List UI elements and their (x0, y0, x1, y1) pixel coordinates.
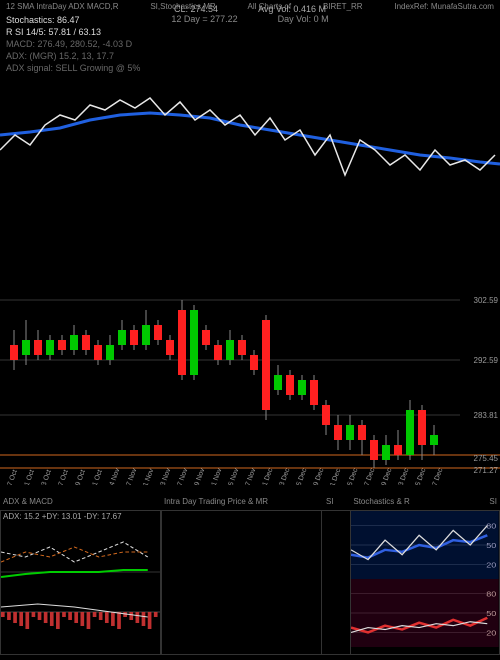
svg-text:23 Dec: 23 Dec (396, 467, 410, 485)
rsi-subchart: 80 50 20 (351, 579, 499, 647)
adx-macd-panel: ADX & MACD ADX: 15.2 +DY: 13.01 -DY: 17.… (0, 510, 161, 655)
stoch-panel-title: Stochastics & R (353, 497, 409, 506)
svg-text:23 Oct: 23 Oct (39, 469, 53, 485)
svg-text:09 Dec: 09 Dec (311, 467, 325, 485)
svg-text:271.27: 271.27 (474, 466, 499, 475)
adx-signal: ADX signal: SELL Growing @ 5% (6, 62, 140, 74)
svg-text:21 Nov: 21 Nov (209, 467, 223, 485)
svg-text:07 Nov: 07 Nov (124, 467, 138, 485)
si-label: SI (326, 497, 334, 506)
svg-text:20: 20 (487, 628, 497, 637)
svg-text:29 Oct: 29 Oct (73, 469, 87, 485)
si-panel: SI (322, 510, 350, 655)
intra-panel-title: Intra Day Trading Price & MR (164, 497, 268, 506)
svg-text:275.45: 275.45 (474, 454, 499, 463)
svg-text:20: 20 (487, 560, 497, 569)
svg-text:13 Nov: 13 Nov (158, 467, 172, 485)
svg-text:50: 50 (487, 541, 497, 550)
stoch-subchart: 80 50 20 (351, 511, 499, 579)
svg-text:27 Nov: 27 Nov (243, 467, 257, 485)
adx-status: ADX: 15.2 +DY: 13.01 -DY: 17.67 (1, 511, 160, 522)
svg-text:302.59: 302.59 (474, 296, 499, 305)
svg-text:25 Nov: 25 Nov (226, 467, 240, 485)
svg-text:283.81: 283.81 (474, 411, 499, 420)
adx-panel-title: ADX & MACD (3, 497, 53, 506)
svg-text:80: 80 (487, 521, 497, 530)
cl-value: CL: 274.54 (174, 4, 218, 14)
svg-text:292.59: 292.59 (474, 356, 499, 365)
svg-text:11 Nov: 11 Nov (141, 467, 155, 485)
macd-line: MACD: 276.49, 280.52, -4.03 D (6, 38, 140, 50)
ma-line-chart (0, 80, 500, 220)
rsi-line: R SI 14/5: 57.81 / 63.13 (6, 26, 140, 38)
svg-text:17 Nov: 17 Nov (175, 467, 189, 485)
svg-text:05 Dec: 05 Dec (294, 467, 308, 485)
stoch-panel: Stochastics & R SI 805020 805020 (350, 510, 500, 655)
svg-text:15 Dec: 15 Dec (345, 467, 359, 485)
svg-text:80: 80 (487, 589, 497, 598)
svg-text:21 Oct: 21 Oct (22, 469, 36, 485)
svg-text:31 Oct: 31 Oct (90, 469, 104, 485)
stoch-si-label: SI (489, 497, 497, 506)
header-left2: 12 Day = 277.22 (171, 14, 237, 24)
svg-text:19 Nov: 19 Nov (192, 467, 206, 485)
intraday-panel: Intra Day Trading Price & MR (161, 510, 322, 655)
avg-vol: Avg Vol: 0.416 M (258, 4, 326, 14)
bottom-panel-row: ADX & MACD ADX: 15.2 +DY: 13.01 -DY: 17.… (0, 510, 500, 655)
indicator-info: Stochastics: 86.47 R SI 14/5: 57.81 / 63… (6, 14, 140, 74)
adx-line: ADX: (MGR) 15.2, 13, 17.7 (6, 50, 140, 62)
svg-text:27 Oct: 27 Oct (56, 469, 70, 485)
svg-text:01 Dec: 01 Dec (260, 467, 274, 485)
svg-text:04 Nov: 04 Nov (107, 467, 121, 485)
svg-text:19 Dec: 19 Dec (379, 467, 393, 485)
svg-text:03 Dec: 03 Dec (277, 467, 291, 485)
svg-text:11 Dec: 11 Dec (328, 467, 342, 485)
svg-text:50: 50 (487, 609, 497, 618)
stoch-line: Stochastics: 86.47 (6, 14, 140, 26)
day-vol: Day Vol: 0 M (278, 14, 329, 24)
macd-subchart (1, 582, 160, 642)
svg-text:17 Oct: 17 Oct (5, 469, 19, 485)
svg-text:17 Dec: 17 Dec (362, 467, 376, 485)
adx-subchart (1, 522, 160, 582)
candlestick-chart: 302.59 292.59 283.81 275.45 271.27 17 Oct21 O… (0, 260, 500, 485)
svg-text:27 Dec: 27 Dec (430, 467, 444, 485)
svg-text:25 Dec: 25 Dec (413, 467, 427, 485)
